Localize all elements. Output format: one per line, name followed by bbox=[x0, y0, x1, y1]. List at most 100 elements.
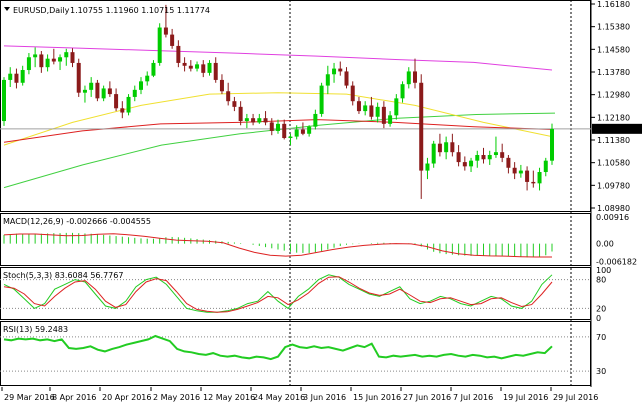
candle-body bbox=[400, 84, 405, 99]
candle-body bbox=[282, 123, 287, 139]
ohlc-values: 1.10755 1.11960 1.10715 1.11774 bbox=[70, 6, 210, 15]
rsi-title: RSI(13) 59.2483 bbox=[3, 325, 68, 334]
candle-body bbox=[64, 52, 69, 58]
candle-body bbox=[419, 82, 424, 171]
candle-body bbox=[151, 62, 156, 76]
candle-body bbox=[14, 73, 19, 83]
candle-body bbox=[89, 82, 94, 90]
candle-body bbox=[307, 126, 312, 134]
candle-body bbox=[20, 70, 25, 83]
candle-body bbox=[244, 118, 249, 122]
candle-body bbox=[375, 106, 380, 117]
candle-body bbox=[120, 108, 125, 113]
stoch-tick-label: 100 bbox=[596, 266, 611, 275]
candle-body bbox=[101, 88, 106, 99]
macd-panel: 0.00916 0.00 -0.006182 bbox=[3, 213, 637, 267]
candle-body bbox=[8, 73, 13, 80]
candle-body bbox=[26, 57, 31, 71]
ma-magenta-line bbox=[3, 45, 553, 71]
candle-body bbox=[394, 98, 399, 116]
price-tick-label: 1.13780 bbox=[597, 68, 630, 77]
price-axis: 1.16180 1.15380 1.14580 1.13780 1.12980 1.121… bbox=[591, 0, 630, 213]
candle-body bbox=[462, 162, 467, 167]
candle-body bbox=[70, 52, 75, 63]
time-tick-label: 20 Apr 2016 bbox=[102, 393, 151, 402]
candle-body bbox=[487, 155, 492, 160]
candle-body bbox=[182, 62, 187, 66]
candle-body bbox=[506, 157, 511, 168]
macd-signal-line bbox=[3, 233, 552, 258]
rsi-panel: 70 30 bbox=[0, 333, 606, 376]
price-tick-label: 1.16180 bbox=[597, 0, 630, 9]
candle-body bbox=[300, 129, 305, 134]
candle-body bbox=[188, 65, 193, 69]
price-tick-label: 1.08980 bbox=[597, 204, 630, 213]
candle-body bbox=[170, 34, 175, 46]
candle-body bbox=[126, 96, 131, 113]
candle-body bbox=[431, 143, 436, 164]
time-tick-label: 29 Mar 2016 bbox=[4, 393, 55, 402]
current-price-badge: 1.11774 bbox=[592, 123, 642, 134]
time-tick-label: 2 May 2016 bbox=[153, 393, 200, 402]
time-tick-label: 12 May 2016 bbox=[203, 393, 255, 402]
price-panel-frame bbox=[0, 0, 591, 212]
candle-body bbox=[550, 128, 554, 161]
candle-body bbox=[39, 54, 44, 68]
candle-body bbox=[251, 118, 256, 123]
candle-body bbox=[114, 94, 119, 109]
candle-body bbox=[437, 143, 442, 153]
candle-body bbox=[450, 142, 455, 153]
candle-body bbox=[139, 81, 143, 90]
candle-body bbox=[257, 118, 262, 123]
time-tick-label: 27 Jun 2016 bbox=[403, 393, 451, 402]
candle-body bbox=[288, 136, 293, 139]
price-tick-label: 1.09780 bbox=[597, 181, 630, 190]
candle-body bbox=[543, 160, 548, 173]
candle-body bbox=[481, 155, 486, 160]
candle-body bbox=[500, 152, 505, 158]
macd-tick-label: 0.00916 bbox=[596, 213, 629, 222]
candle-body bbox=[388, 115, 393, 124]
candle-body bbox=[518, 170, 523, 174]
time-tick-label: 8 Apr 2016 bbox=[52, 393, 96, 402]
stoch-tick-label: 20 bbox=[596, 304, 606, 313]
candle-body bbox=[263, 118, 268, 123]
candle-body bbox=[213, 62, 218, 80]
candle-body bbox=[319, 85, 324, 114]
candle-body bbox=[363, 105, 368, 112]
candle-body bbox=[313, 113, 318, 127]
candle-body bbox=[145, 75, 150, 82]
rsi-tick-label: 70 bbox=[596, 333, 606, 342]
candle-body bbox=[95, 82, 100, 99]
price-tick-label: 1.12180 bbox=[597, 113, 630, 122]
time-tick-label: 19 Jul 2016 bbox=[503, 393, 548, 402]
candle-body bbox=[276, 123, 280, 131]
symbol-label: EURUSD,Daily bbox=[13, 6, 70, 15]
rsi-panel-frame bbox=[0, 321, 591, 386]
candle-body bbox=[33, 54, 38, 58]
stoch-tick-label: 80 bbox=[596, 276, 606, 285]
candle-body bbox=[350, 85, 355, 102]
candlesticks bbox=[2, 4, 554, 199]
period-separators bbox=[289, 0, 572, 387]
candle-body bbox=[332, 68, 337, 75]
candle-body bbox=[525, 170, 530, 182]
candle-body bbox=[51, 58, 56, 62]
candle-body bbox=[475, 155, 480, 161]
candle-body bbox=[176, 45, 181, 63]
candle-body bbox=[381, 106, 386, 124]
candle-body bbox=[82, 89, 87, 93]
candle-body bbox=[219, 79, 224, 92]
candle-body bbox=[76, 62, 81, 93]
ma-yellow-line bbox=[3, 92, 553, 146]
candle-body bbox=[132, 89, 137, 97]
rsi-line bbox=[3, 334, 553, 361]
candle-body bbox=[2, 79, 6, 122]
chevron-down-icon bbox=[4, 7, 10, 11]
time-tick-label: 3 Jun 2016 bbox=[303, 393, 346, 402]
candle-body bbox=[406, 71, 411, 85]
price-tick-label: 1.14580 bbox=[597, 45, 630, 54]
candle-body bbox=[338, 68, 343, 72]
stoch-title: Stoch(5,3,3) 83.6084 56.7767 bbox=[3, 271, 123, 280]
